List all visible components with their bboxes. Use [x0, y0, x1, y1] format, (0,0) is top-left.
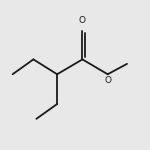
Text: O: O: [79, 16, 86, 25]
Text: O: O: [104, 76, 111, 85]
